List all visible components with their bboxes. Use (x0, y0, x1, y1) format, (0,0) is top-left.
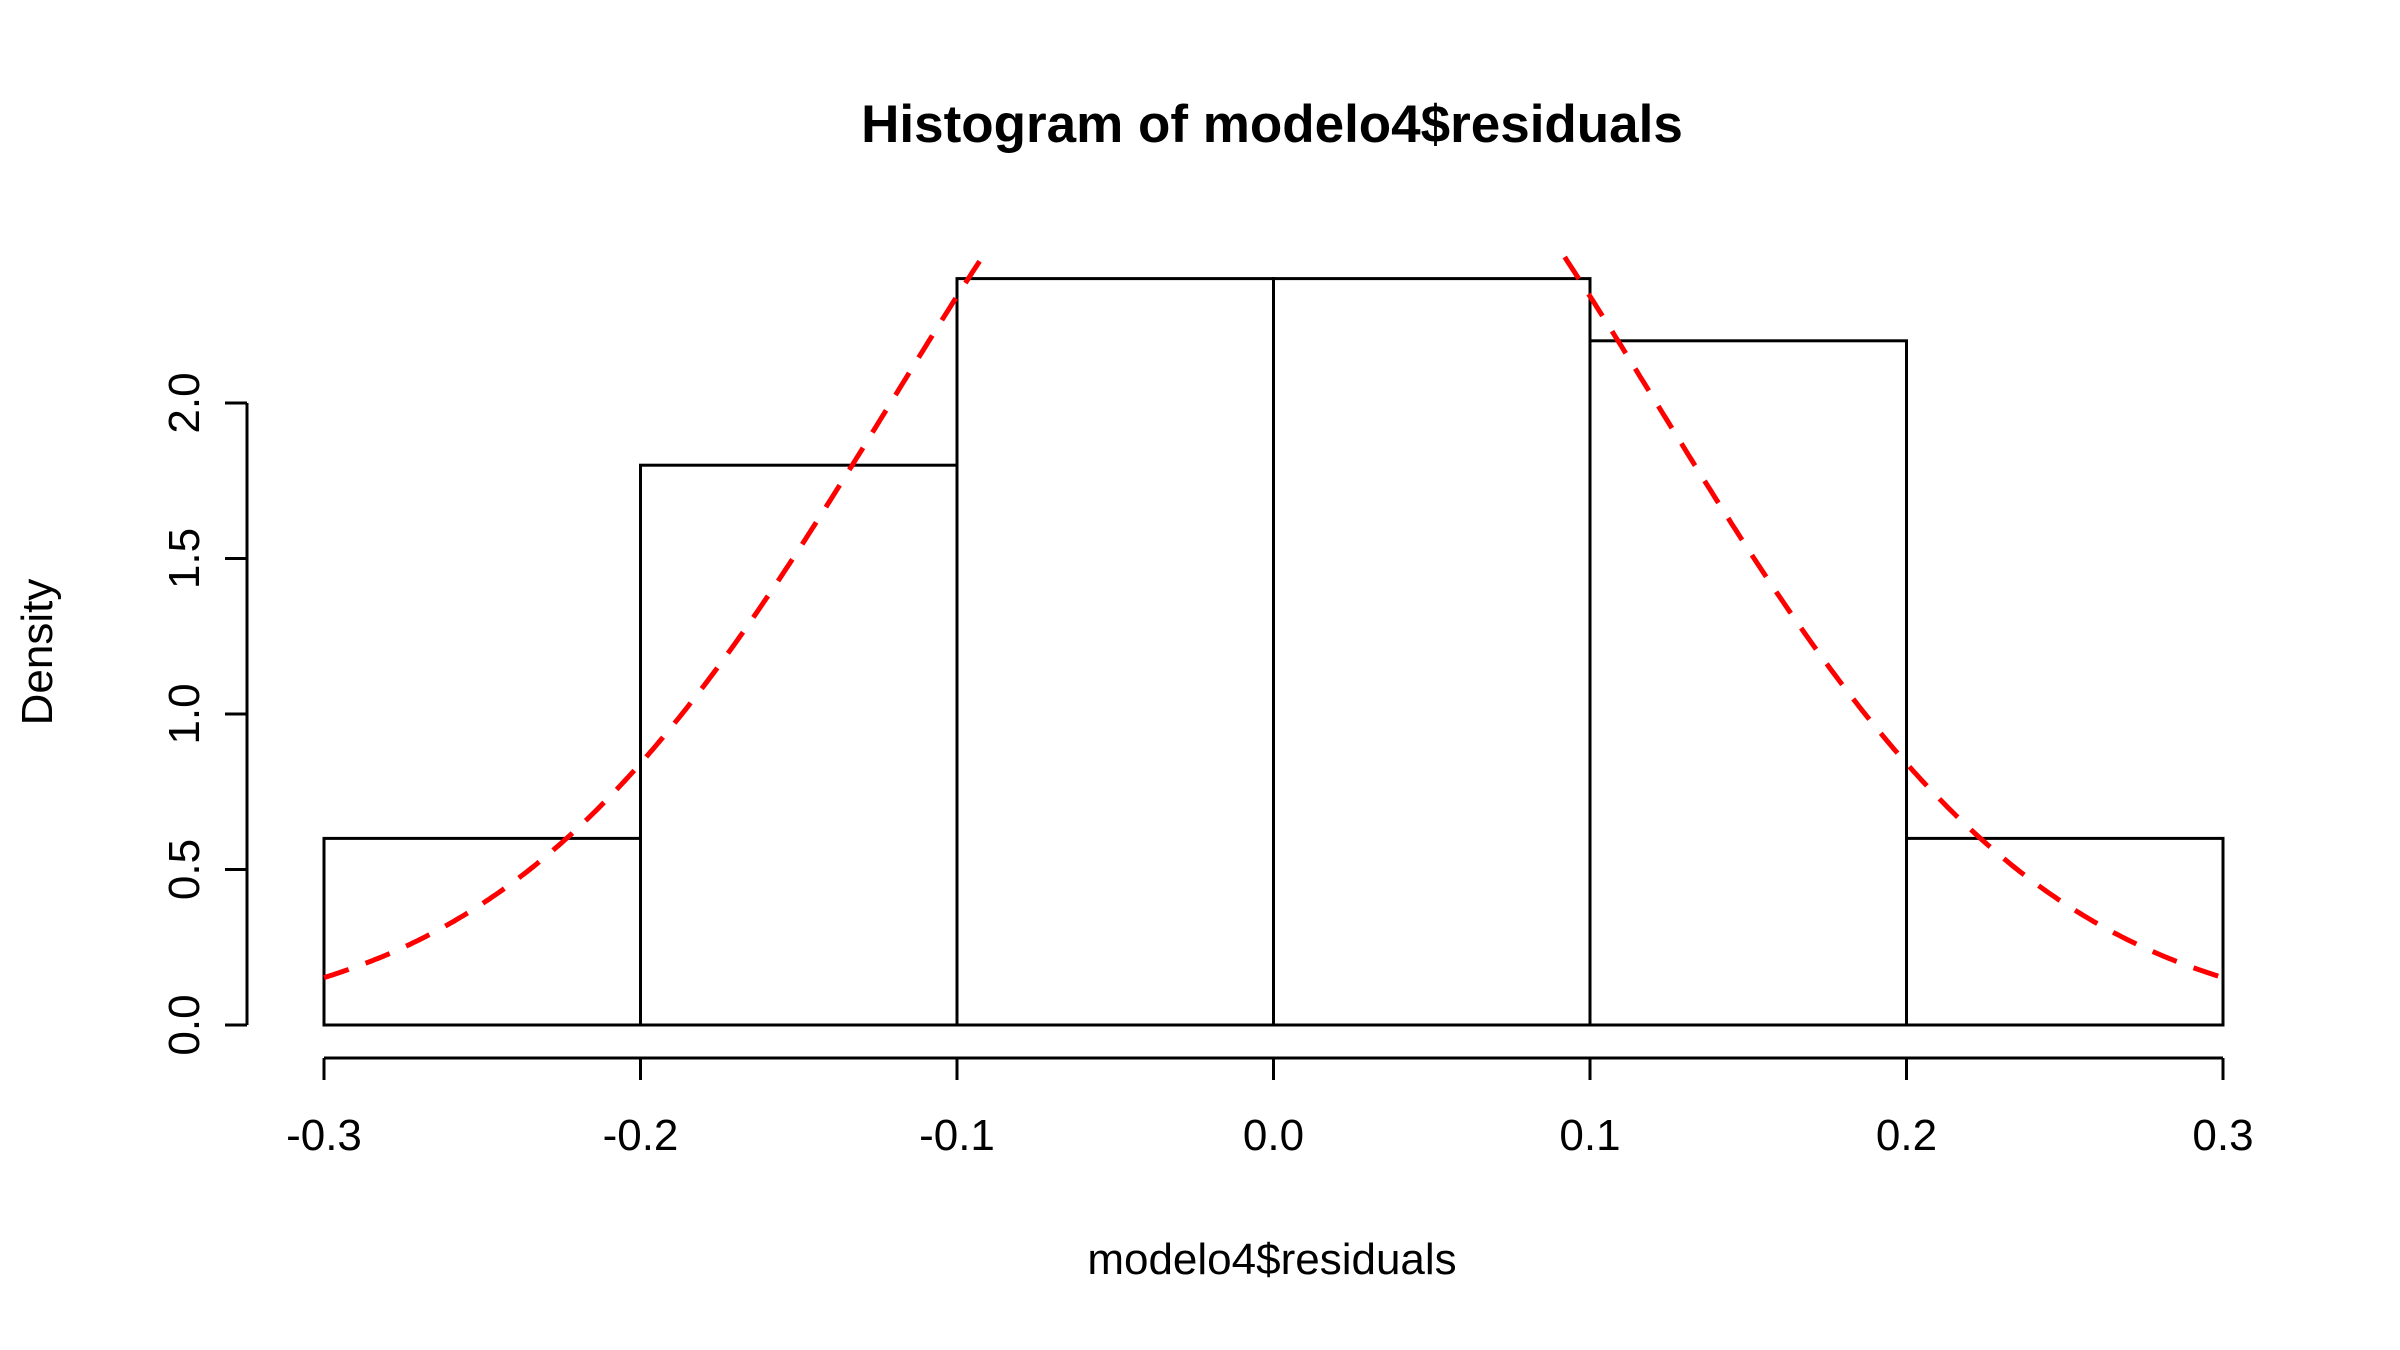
histogram-bar-4 (1272, 277, 1592, 1027)
density-curve-layer (323, 255, 2224, 980)
y-tick-label: 2.0 (160, 372, 209, 433)
x-tick-label: -0.1 (919, 1111, 995, 1160)
histogram-bar-3 (955, 277, 1275, 1027)
x-tick-label: -0.2 (603, 1111, 679, 1160)
x-axis: -0.3 -0.2 -0.1 0.0 0.1 0.2 0.3 (286, 1056, 2254, 1160)
y-axis: 0.0 0.5 1.0 1.5 2.0 (160, 372, 249, 1056)
density-curve-segment-1 (323, 255, 985, 980)
y-axis-label: Density (13, 579, 62, 726)
histogram-bars (322, 277, 2225, 1027)
density-curve-segment-2 (1562, 255, 2224, 980)
y-tick-label: 1.5 (160, 528, 209, 589)
histogram-bar-1 (322, 836, 642, 1027)
x-tick-label: 0.1 (1559, 1111, 1620, 1160)
histogram-bar-5 (1588, 339, 1908, 1027)
chart-title: Histogram of modelo4$residuals (861, 95, 1683, 154)
x-tick-label: -0.3 (286, 1111, 362, 1160)
y-tick-label: 0.0 (160, 994, 209, 1055)
x-axis-label: modelo4$residuals (1087, 1235, 1456, 1284)
x-tick-label: 0.2 (1876, 1111, 1937, 1160)
y-tick-label: 1.0 (160, 683, 209, 744)
x-tick-label: 0.3 (2192, 1111, 2253, 1160)
y-tick-label: 0.5 (160, 839, 209, 900)
histogram-bar-2 (639, 463, 959, 1027)
histogram-bar-6 (1905, 836, 2225, 1027)
x-tick-label: 0.0 (1243, 1111, 1304, 1160)
